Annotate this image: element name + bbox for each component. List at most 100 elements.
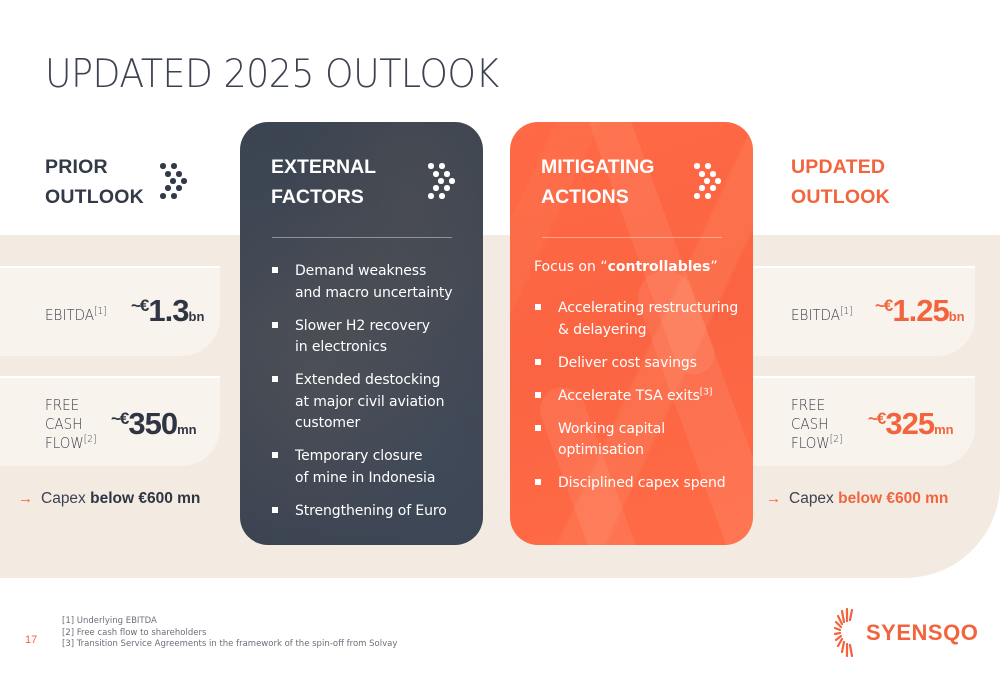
divider [272,237,452,238]
value-unit: bn [188,309,205,324]
list-item: Strengthening of Euro [272,500,477,522]
list-item: Demand weakness and macro uncertainty [272,260,477,303]
label-line: FREE [45,396,80,414]
focus-statement: Focus on “controllables” [534,259,718,275]
value-prefix: ~€ [111,409,129,428]
focus-suffix: ” [710,259,718,275]
updated-capex-line: → Capex below €600 mn [766,490,948,508]
heading-line: EXTERNAL [271,156,377,178]
item-line: at major civil aviation [295,393,445,410]
value-number: 1.25 [892,293,949,328]
footnote: [2] Free cash flow to shareholders [62,627,207,638]
item-line: of mine in Indonesia [295,469,436,486]
square-bullet-icon [272,376,278,382]
item-line: Slower H2 recovery [295,317,430,334]
heading-line: MITIGATING [541,156,655,178]
list-item: Accelerating restructuring & delayering [535,297,750,340]
square-bullet-icon [272,452,278,458]
heading-line: OUTLOOK [791,186,890,208]
square-bullet-icon [535,391,541,398]
value-number: 1.3 [148,293,189,328]
value-unit: bn [948,309,965,324]
heading-line: ACTIONS [541,186,629,208]
label-text: EBITDA [791,306,840,324]
footnote-ref: [1] [839,306,853,317]
capex-label: Capex [41,490,86,507]
logo-wordmark: SYENSQO [866,620,979,645]
item-line: Extended destocking [295,372,441,388]
prior-ebitda-value: ~€1.3bn [131,293,204,329]
chevron-dots-icon [428,163,458,203]
chevron-dots-icon [160,163,190,203]
footnote-ref: [1] [93,306,107,317]
item-line: optimisation [558,442,644,458]
chevron-dots-icon [694,163,724,203]
heading-line: PRIOR [45,156,108,178]
square-bullet-icon [272,267,278,273]
square-bullet-icon [272,506,278,513]
capex-value: below €600 mn [90,490,201,507]
item-line: & delayering [558,321,647,338]
prior-outlook-heading: PRIOR OUTLOOK [45,152,144,212]
label-line: CASH [791,415,829,433]
item-line: Disciplined capex spend [558,475,726,491]
footnote-ref: [2] [83,434,97,445]
mitigating-actions-card: MITIGATING ACTIONS Focus on “controllabl… [510,122,753,545]
page-title: UPDATED 2025 OUTLOOK [45,52,499,97]
value-prefix: ~€ [868,409,886,428]
syensqo-logo: SYENSQO [834,606,978,660]
item-line: Demand weakness [295,263,427,279]
item-line: Working capital [558,420,666,437]
label-line: FLOW [45,434,84,452]
list-item: Working capital optimisation [535,418,750,461]
square-bullet-icon [535,358,541,365]
updated-fcf-value: ~€325mn [868,406,954,442]
fcf-label: FREE CASH FLOW[2] [45,396,97,453]
sunburst-logo-icon [834,607,854,658]
capex-value: below €600 mn [838,490,949,507]
external-factors-heading: EXTERNAL FACTORS [271,152,376,212]
item-line: Strengthening of Euro [295,502,447,519]
page-number: 17 [25,634,38,646]
list-item: Slower H2 recovery in electronics [272,315,477,358]
prior-fcf-value: ~€350mn [111,406,197,442]
value-number: 325 [885,406,935,441]
updated-ebitda-panel: EBITDA[1] ~€1.25bn [753,266,975,356]
value-prefix: ~€ [131,296,149,315]
item-text: Accelerate TSA exits [558,387,700,404]
item-line: Deliver cost savings [558,354,697,371]
ebitda-label: EBITDA[1] [45,306,107,325]
list-item: Accelerate TSA exits[3] [535,385,750,407]
value-number: 350 [128,406,178,441]
item-line: and macro uncertainty [295,284,453,301]
footnote-ref: [2] [829,434,843,445]
arrow-right-icon: → [766,490,781,507]
focus-prefix: Focus on “ [534,259,608,275]
item-line: Accelerating restructuring [558,300,739,316]
mitigating-actions-heading: MITIGATING ACTIONS [541,152,654,212]
divider [542,237,722,238]
footnotes: [1] Underlying EBITDA [2] Free cash flow… [62,616,397,651]
fcf-label: FREE CASH FLOW[2] [791,396,843,453]
list-item: Disciplined capex spend [535,472,750,494]
value-prefix: ~€ [875,296,893,315]
value-unit: mn [177,422,197,437]
value-unit: mn [934,422,954,437]
footnote: [3] Transition Service Agreements in the… [62,639,398,649]
item-line: Accelerate TSA exits[3] [558,386,712,407]
capex-label: Capex [789,490,834,507]
item-line: in electronics [295,339,387,355]
label-line: CASH [45,415,83,433]
square-bullet-icon [535,424,541,431]
updated-fcf-panel: FREE CASH FLOW[2] ~€325mn [753,376,975,466]
label-line: FLOW [791,434,830,452]
square-bullet-icon [535,479,541,485]
list-item: Deliver cost savings [535,352,750,374]
heading-line: OUTLOOK [45,186,144,208]
list-item: Temporary closure of mine in Indonesia [272,445,477,488]
footnote: [1] Underlying EBITDA [62,616,157,626]
square-bullet-icon [535,304,541,310]
updated-ebitda-value: ~€1.25bn [875,293,965,329]
list-item: Extended destocking at major civil aviati… [272,369,477,434]
square-bullet-icon [272,321,278,328]
